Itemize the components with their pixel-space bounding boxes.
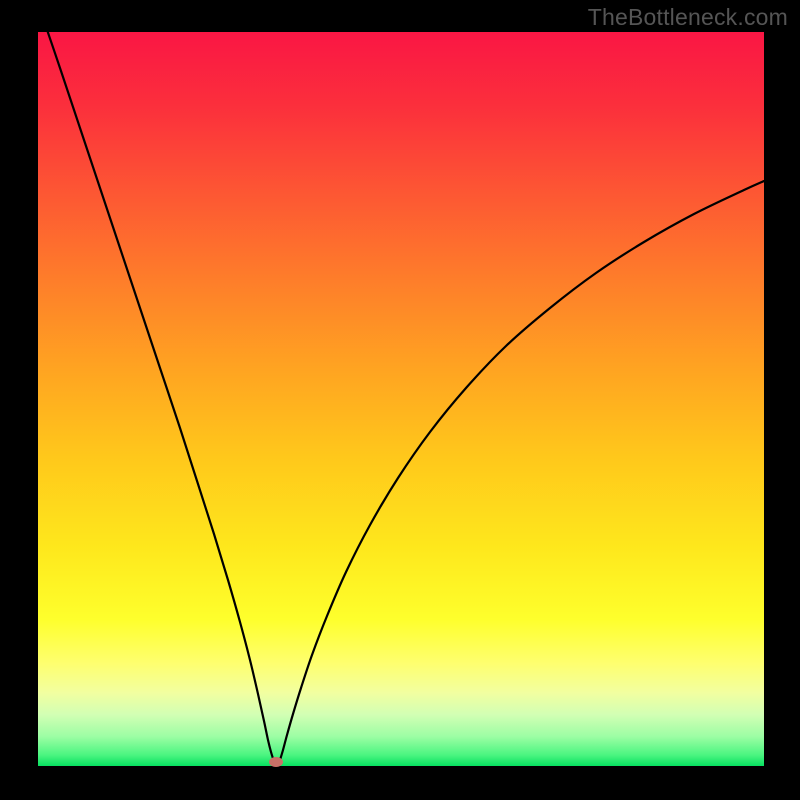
chart-stage: TheBottleneck.com [0,0,800,800]
watermark-text: TheBottleneck.com [588,4,788,31]
minimum-marker [269,757,283,767]
bottleneck-chart [0,0,800,800]
chart-background [38,32,764,766]
